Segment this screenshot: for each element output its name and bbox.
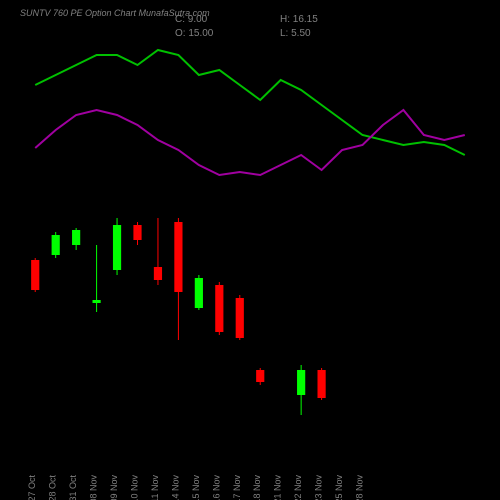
candle-body <box>52 235 60 255</box>
x-axis-label: 28 Oct <box>48 475 58 500</box>
x-axis-label: 17 Nov <box>232 475 242 500</box>
chart-svg: 27 Oct 28 Oct 31 Oct 08 Nov 09 Nov 10 Nov 11 N… <box>0 0 500 500</box>
candle-body <box>297 370 305 395</box>
candle-body <box>174 222 182 292</box>
x-axis-label: 27 Oct <box>27 475 37 500</box>
candle-body <box>318 370 326 398</box>
x-axis-label: 16 Nov <box>211 475 221 500</box>
x-axis-label: 09 Nov <box>109 475 119 500</box>
x-axis-label: 25 Nov <box>334 475 344 500</box>
x-axis-label: 23 Nov <box>314 475 324 500</box>
candle-body <box>154 267 162 280</box>
candle-body <box>133 225 141 240</box>
x-axis-label: 21 Nov <box>273 475 283 500</box>
x-axis-label: 31 Oct <box>68 475 78 500</box>
candle-body <box>72 230 80 245</box>
indicator-line-bottom <box>35 110 465 175</box>
candle-body <box>113 225 121 270</box>
x-axis-label: 10 Nov <box>130 475 140 500</box>
indicator-line-top <box>35 50 465 155</box>
candle-body <box>93 300 101 303</box>
candle-body <box>195 278 203 308</box>
x-axis-label: 28 Nov <box>355 475 365 500</box>
x-axis-label: 11 Nov <box>150 475 160 500</box>
candle-body <box>215 285 223 332</box>
chart-container: SUNTV 760 PE Option Chart MunafaSutra.co… <box>0 0 500 500</box>
x-axis-label: 08 Nov <box>89 475 99 500</box>
x-axis-label: 22 Nov <box>293 475 303 500</box>
x-axis-label: 14 Nov <box>170 475 180 500</box>
x-axis-label: 15 Nov <box>191 475 201 500</box>
candle-body <box>236 298 244 338</box>
candle-body <box>256 370 264 382</box>
candle-body <box>31 260 39 290</box>
x-axis-label: 18 Nov <box>252 475 262 500</box>
